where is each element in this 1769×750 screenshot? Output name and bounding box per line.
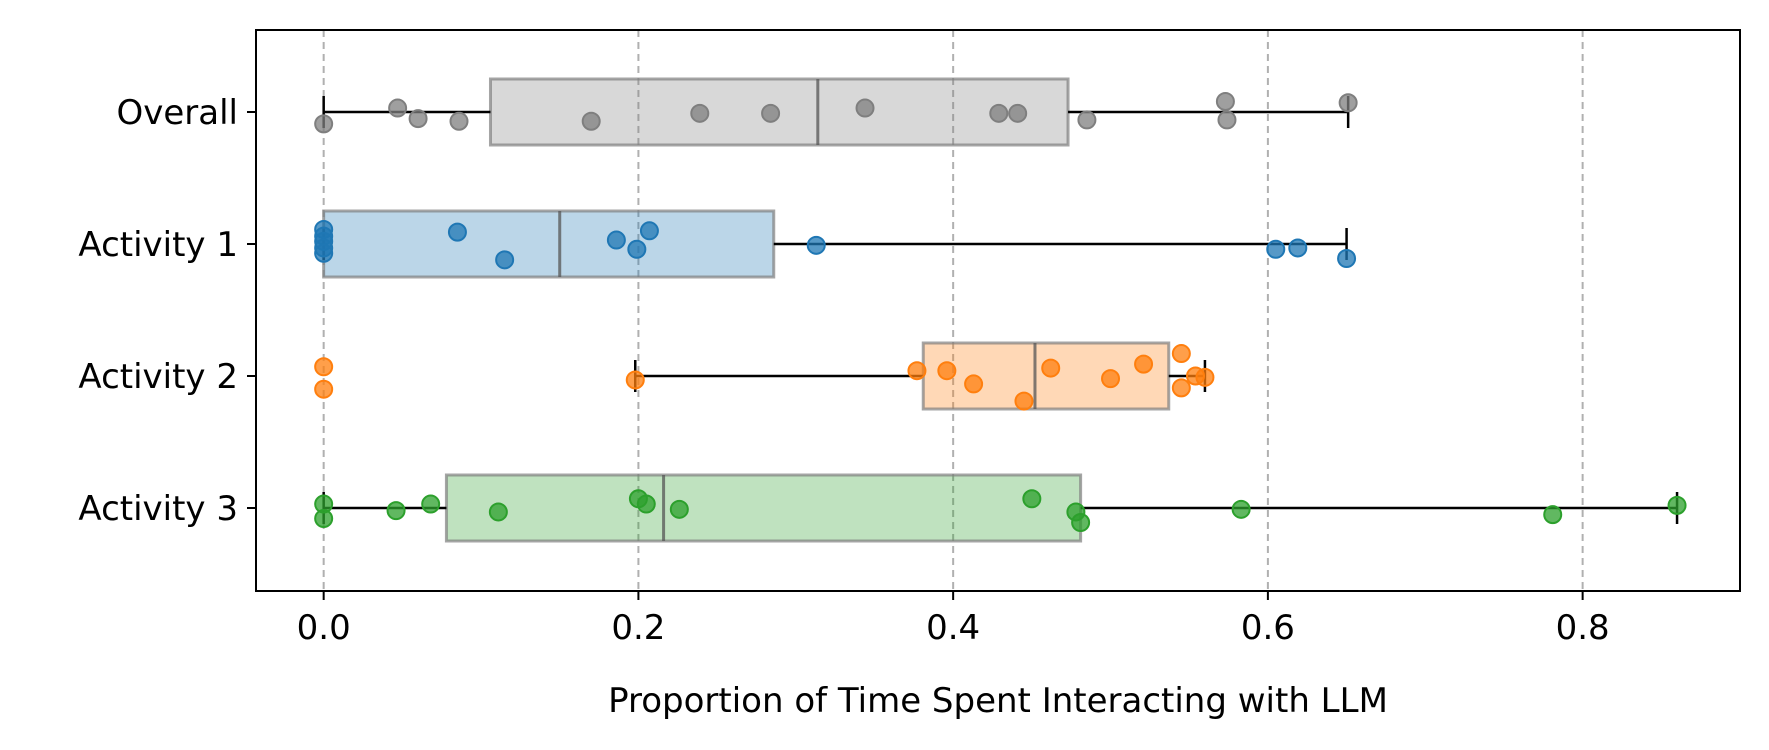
y-tick-label-activity-1: Activity 1 <box>78 225 238 265</box>
data-point-activity-3 <box>1071 513 1091 533</box>
data-point-activity-3 <box>1543 505 1563 525</box>
data-point-overall <box>1217 110 1237 130</box>
data-point-activity-1 <box>1288 238 1308 258</box>
box-activity-1 <box>322 209 776 279</box>
data-point-overall <box>761 103 781 123</box>
data-point-overall <box>1077 110 1097 130</box>
data-point-overall <box>1215 91 1235 111</box>
y-tick-label-activity-2: Activity 2 <box>78 357 238 397</box>
grid-lines <box>322 30 1584 591</box>
x-tick-label: 0.8 <box>1556 608 1610 648</box>
data-point-activity-3 <box>421 494 441 514</box>
data-point-overall <box>989 103 1009 123</box>
data-point-activity-1 <box>495 250 515 270</box>
data-point-activity-1 <box>806 235 826 255</box>
x-tick-label: 0.4 <box>926 608 980 648</box>
data-point-activity-3 <box>669 499 689 519</box>
data-point-activity-1 <box>639 221 659 241</box>
data-point-activity-1 <box>1337 249 1357 269</box>
data-point-overall <box>449 111 469 131</box>
y-axis-ticks: Overall Activity 1 Activity 2 Activity 3 <box>78 93 256 529</box>
boxes <box>322 77 1171 543</box>
y-tick-label-overall: Overall <box>116 93 238 133</box>
data-point-activity-2 <box>1134 354 1154 374</box>
data-point-activity-1 <box>314 243 334 263</box>
x-tick-label: 0.2 <box>611 608 665 648</box>
data-point-activity-3 <box>488 502 508 522</box>
data-point-activity-2 <box>1195 367 1215 387</box>
data-point-activity-2 <box>964 374 984 394</box>
data-point-overall <box>314 114 334 134</box>
data-points <box>314 91 1687 533</box>
data-point-activity-3 <box>314 509 334 529</box>
data-point-activity-2 <box>1014 391 1034 411</box>
data-point-overall <box>388 98 408 118</box>
data-point-activity-3 <box>1231 499 1251 519</box>
plot-area-frame <box>255 29 1741 592</box>
data-point-activity-3 <box>386 501 406 521</box>
box-activity-3 <box>444 473 1083 543</box>
data-point-overall <box>1008 103 1028 123</box>
data-point-overall <box>581 111 601 131</box>
data-point-activity-1 <box>447 222 467 242</box>
data-point-activity-2 <box>314 357 334 377</box>
x-axis-ticks: 0.0 0.2 0.4 0.6 0.8 <box>297 591 1610 648</box>
data-point-overall <box>690 103 710 123</box>
x-tick-label: 0.0 <box>297 608 351 648</box>
data-point-activity-2 <box>1171 344 1191 364</box>
data-point-activity-3 <box>636 494 656 514</box>
data-point-activity-2 <box>625 370 645 390</box>
data-point-activity-2 <box>1041 358 1061 378</box>
data-point-activity-2 <box>1171 378 1191 398</box>
x-axis-title: Proportion of Time Spent Interacting wit… <box>608 681 1388 721</box>
data-point-activity-1 <box>606 230 626 250</box>
data-point-activity-2 <box>907 361 927 381</box>
x-tick-label: 0.6 <box>1241 608 1295 648</box>
data-point-activity-3 <box>1022 489 1042 509</box>
data-point-activity-3 <box>1667 495 1687 515</box>
data-point-overall <box>408 109 428 129</box>
data-point-activity-2 <box>937 361 957 381</box>
data-point-activity-1 <box>627 239 647 259</box>
y-tick-label-activity-3: Activity 3 <box>78 489 238 529</box>
data-point-activity-2 <box>1101 369 1121 389</box>
data-point-overall <box>855 98 875 118</box>
data-point-activity-1 <box>1266 239 1286 259</box>
data-point-activity-2 <box>314 379 334 399</box>
data-point-overall <box>1338 93 1358 113</box>
